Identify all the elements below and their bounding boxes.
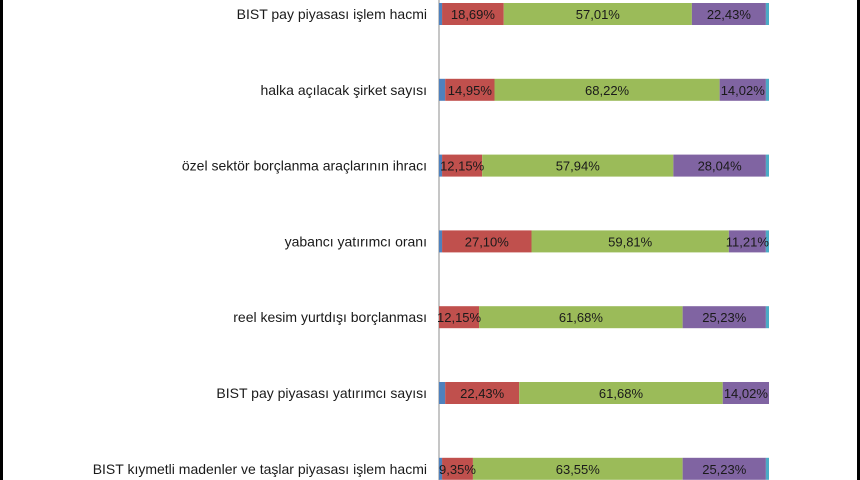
- bar-segment: [479, 306, 683, 329]
- data-label: 27,10%: [465, 234, 510, 249]
- data-label: 22,43%: [707, 7, 752, 22]
- bar-segment: [531, 230, 729, 253]
- data-label: 57,94%: [556, 159, 601, 174]
- bar-segment: [719, 78, 766, 101]
- bar-segment: [728, 230, 766, 253]
- bar-segment: [445, 382, 520, 404]
- bar-segment: [439, 3, 443, 25]
- bar-segment: [439, 78, 446, 101]
- data-label: 28,04%: [698, 159, 743, 174]
- bar-segment: [765, 306, 769, 329]
- data-label: 22,43%: [460, 386, 505, 401]
- category-label: BIST pay piyasası işlem hacmi: [237, 6, 427, 22]
- bar-segment: [765, 457, 769, 480]
- bar-segment: [439, 382, 446, 404]
- bar-segment: [472, 457, 683, 480]
- data-label: 61,68%: [559, 310, 604, 325]
- data-label: 61,68%: [599, 386, 644, 401]
- data-label: 68,22%: [585, 83, 630, 98]
- category-labels-layer: BIST pay piyasası işlem hacmi halka açıla…: [93, 6, 427, 477]
- data-label: 14,95%: [448, 83, 493, 98]
- data-label: 18,69%: [451, 7, 496, 22]
- data-label: 25,23%: [702, 310, 747, 325]
- category-label: reel kesim yurtdışı borçlanması: [233, 309, 427, 325]
- data-label: 59,81%: [608, 234, 653, 249]
- data-label: 63,55%: [556, 462, 601, 477]
- bar-segment: [503, 3, 692, 25]
- data-label: 9,35%: [439, 462, 476, 477]
- bar-segment: [519, 382, 723, 404]
- bar-segment: [494, 78, 720, 101]
- category-label: halka açılacak şirket sayısı: [260, 82, 427, 98]
- bar-segment: [765, 3, 769, 25]
- bar-segment: [691, 3, 766, 25]
- bar-segment: [682, 457, 766, 480]
- bar-segment: [482, 154, 674, 177]
- bar-segment: [445, 78, 495, 101]
- bar-segment: [439, 457, 443, 480]
- bar-segment: [442, 3, 504, 25]
- bar-segment: [439, 154, 443, 177]
- data-label: 25,23%: [702, 462, 747, 477]
- category-label: BIST pay piyasası yatırımcı sayısı: [216, 385, 427, 401]
- bar-segment: [442, 230, 532, 253]
- bar-segment: [765, 230, 769, 253]
- bar-segment: [442, 457, 473, 480]
- data-label: 12,15%: [440, 159, 485, 174]
- bar-segment: [439, 306, 480, 329]
- bar-segment: [765, 78, 769, 101]
- bar-segment: [682, 306, 766, 329]
- bar-segment: [442, 154, 483, 177]
- data-label: 57,01%: [576, 7, 621, 22]
- bar-segment: [439, 230, 443, 253]
- category-label: özel sektör borçlanma araçlarının ihracı: [182, 158, 427, 174]
- value-labels-layer: 18,69% 57,01% 22,43% 14,95% 68,22% 14,02% 12,1…: [437, 7, 769, 477]
- category-label: yabancı yatırımcı oranı: [285, 233, 427, 249]
- bar-segment: [765, 154, 769, 177]
- data-label: 11,21%: [726, 234, 770, 249]
- data-label: 14,02%: [724, 386, 769, 401]
- category-label: BIST kıymetli madenler ve taşlar piyasas…: [93, 461, 427, 477]
- bar-segment: [673, 154, 766, 177]
- data-label: 12,15%: [437, 310, 482, 325]
- stacked-bar-chart: BIST pay piyasası işlem hacmi halka açıla…: [93, 0, 769, 480]
- data-label: 14,02%: [721, 83, 766, 98]
- bar-segment: [722, 382, 769, 404]
- bars-layer: [439, 3, 769, 480]
